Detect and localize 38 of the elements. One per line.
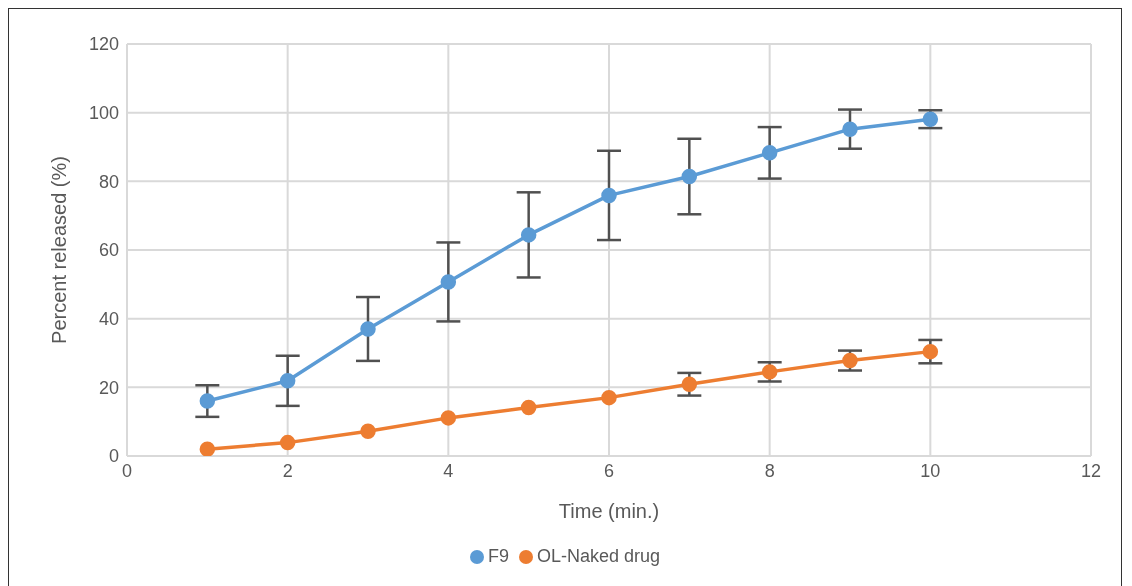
point: [199, 393, 216, 409]
y-tick-label: 100: [88, 103, 119, 124]
x-axis-title: Time (min.): [558, 500, 660, 522]
x-tick-label: 8: [764, 460, 775, 481]
y-tick-label: 40: [98, 309, 119, 330]
point: [761, 145, 778, 161]
point: [681, 376, 698, 392]
y-tick-label: 20: [98, 377, 119, 398]
point: [440, 274, 457, 290]
y-axis-title: Percent released (%): [48, 156, 71, 344]
x-tick-label: 6: [603, 460, 615, 481]
point: [922, 343, 939, 360]
point: [360, 321, 376, 337]
y-tick-label: 120: [88, 34, 119, 55]
point: [360, 423, 376, 440]
point: [922, 111, 939, 127]
y-tick-label: 0: [108, 446, 119, 467]
x-tick-label: 2: [282, 460, 293, 481]
point: [601, 389, 617, 406]
point: [279, 434, 296, 451]
x-tick-label: 10: [920, 460, 941, 481]
point: [681, 168, 698, 185]
x-tick-label: 4: [443, 460, 454, 481]
point: [199, 441, 216, 456]
x-tick-label: 0: [121, 460, 133, 481]
point: [440, 410, 457, 426]
point: [520, 227, 537, 243]
y-tick-label: 60: [98, 240, 119, 261]
legend-label: F9: [487, 546, 509, 566]
legend-label: OL-Naked drug: [536, 546, 661, 566]
point: [842, 352, 858, 369]
point: [842, 121, 858, 137]
point: [761, 364, 778, 380]
point: [279, 373, 296, 389]
point: [601, 187, 617, 204]
x-tick-label: 12: [1080, 460, 1102, 481]
y-tick-label: 80: [98, 171, 119, 192]
point: [520, 399, 537, 416]
